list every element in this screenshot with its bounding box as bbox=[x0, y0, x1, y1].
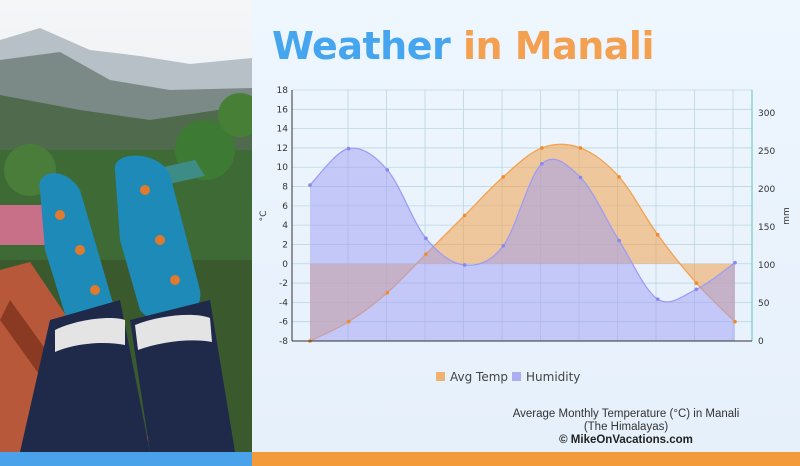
humidity-point bbox=[385, 168, 390, 172]
page-title: Weather in Manali bbox=[272, 24, 654, 68]
temp-point bbox=[346, 319, 351, 324]
temp-point bbox=[617, 175, 621, 179]
humidity-point bbox=[501, 244, 505, 248]
temp-point bbox=[462, 213, 467, 218]
temp-point bbox=[540, 146, 544, 150]
legend-label: Humidity bbox=[526, 370, 580, 384]
caption-line-1: Average Monthly Temperature (°C) in Mana… bbox=[512, 408, 740, 420]
chart-legend: Avg Temp Humidity bbox=[436, 370, 580, 384]
left-tick-label: 14 bbox=[277, 125, 289, 135]
temp-point bbox=[385, 290, 390, 295]
humidity-point bbox=[617, 238, 621, 243]
legend-swatch bbox=[512, 372, 521, 381]
temp-point bbox=[424, 252, 428, 256]
humidity-point bbox=[694, 287, 699, 292]
right-tick-label: 150 bbox=[758, 223, 775, 233]
humidity-point bbox=[733, 260, 737, 265]
right-axis-label: mm bbox=[782, 207, 792, 225]
legend-label: Avg Temp bbox=[450, 370, 508, 384]
left-tick-label: -8 bbox=[279, 337, 288, 347]
left-tick-label: 16 bbox=[277, 105, 289, 115]
left-tick-label: 18 bbox=[277, 86, 289, 96]
temp-point bbox=[694, 281, 699, 285]
right-tick-label: 100 bbox=[758, 261, 775, 271]
footer-bar-orange bbox=[252, 452, 800, 466]
left-tick-label: -4 bbox=[279, 298, 288, 308]
right-tick-label: 0 bbox=[758, 337, 764, 347]
left-tick-label: 8 bbox=[282, 183, 288, 193]
right-tick-label: 250 bbox=[758, 147, 775, 157]
right-tick-label: 300 bbox=[758, 109, 775, 119]
caption-line-2: (The Himalayas) bbox=[583, 421, 669, 433]
left-tick-label: 4 bbox=[282, 221, 288, 231]
chart-axes: -8 -6 -4 -2 0 2 4 6 8 10 12 14 16 18 0 50 100 150 200 250 30… bbox=[259, 86, 792, 347]
background-photo bbox=[0, 0, 252, 452]
right-tick-label: 50 bbox=[758, 299, 770, 309]
footer-bar-blue bbox=[0, 452, 252, 466]
humidity-area bbox=[310, 148, 735, 341]
legend-swatch bbox=[436, 372, 445, 381]
temp-point bbox=[501, 175, 505, 179]
temp-point bbox=[578, 146, 583, 150]
left-tick-label: 6 bbox=[282, 202, 288, 212]
title-part-weather: Weather bbox=[272, 24, 451, 68]
left-tick-label: 12 bbox=[277, 144, 288, 154]
humidity-point bbox=[578, 175, 583, 180]
title-part-location: in Manali bbox=[462, 24, 655, 68]
temp-point bbox=[733, 319, 737, 324]
left-tick-label: -2 bbox=[279, 279, 288, 289]
humidity-point bbox=[655, 297, 660, 301]
humidity-point bbox=[424, 236, 428, 241]
left-tick-label: -6 bbox=[279, 318, 288, 328]
left-tick-label: 0 bbox=[282, 260, 288, 270]
humidity-point bbox=[540, 161, 544, 166]
chart-areas bbox=[308, 143, 737, 343]
right-tick-label: 200 bbox=[758, 185, 775, 195]
chart-caption: Average Monthly Temperature (°C) in Mana… bbox=[476, 408, 776, 447]
humidity-point bbox=[462, 263, 467, 267]
left-axis-label: °C bbox=[259, 211, 269, 222]
temp-point bbox=[655, 233, 660, 237]
left-tick-label: 10 bbox=[277, 163, 289, 173]
caption-credit: © MikeOnVacations.com bbox=[559, 434, 693, 446]
left-tick-label: 2 bbox=[282, 240, 288, 250]
humidity-point bbox=[346, 146, 351, 151]
humidity-point bbox=[308, 183, 312, 187]
